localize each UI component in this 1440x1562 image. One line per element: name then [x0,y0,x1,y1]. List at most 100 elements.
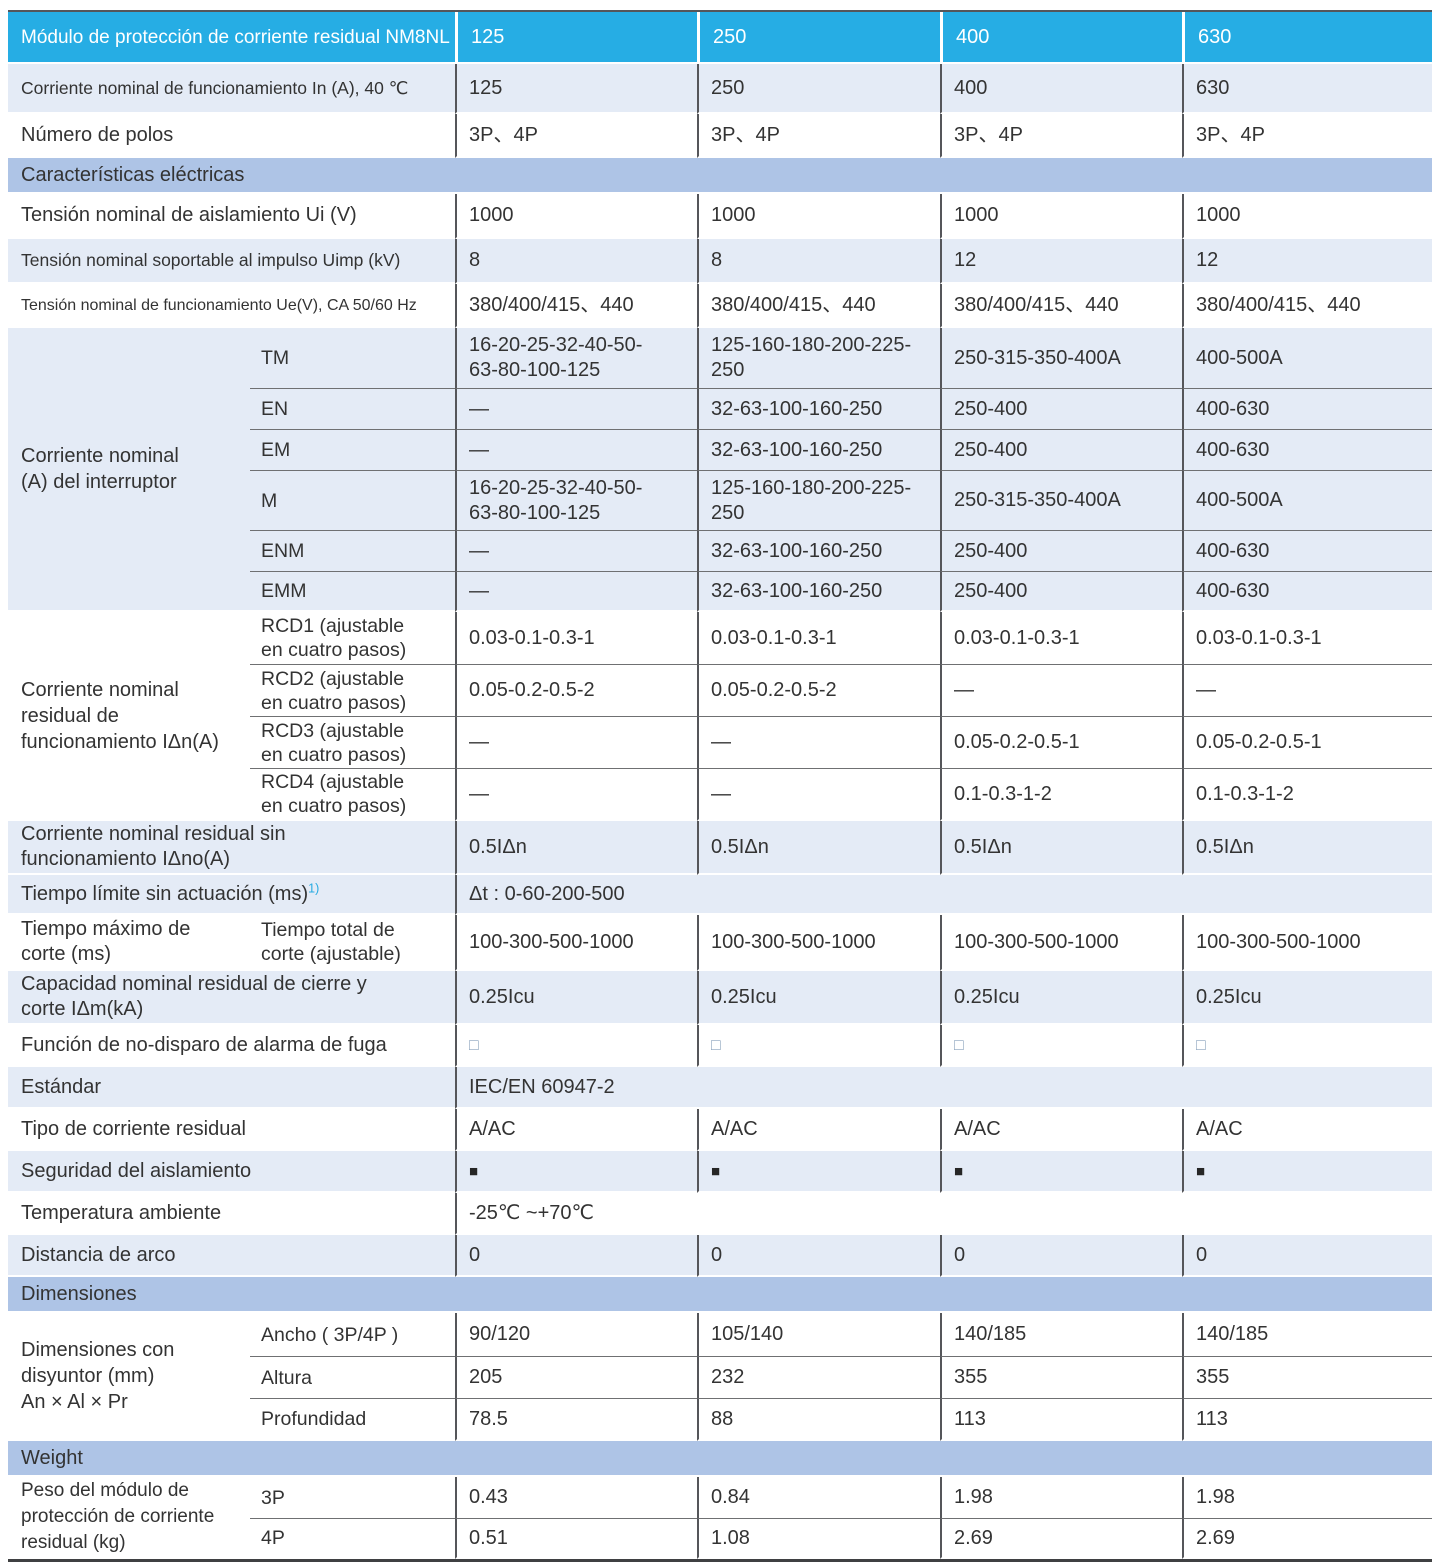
cell-value: 113 [1182,1398,1432,1441]
row-breaker-enm: ENM — 32-63-100-160-250 250-400 400-630 [8,530,1432,571]
cell-value: 0.25Icu [455,971,697,1025]
row-ue: Tensión nominal de funcionamiento Ue(V),… [8,284,1432,328]
row-rcd4: RCD4 (ajustable en cuatro pasos) — — 0.1… [8,768,1432,821]
cell-value: 3P、4P [940,114,1182,158]
cell-value: 100-300-500-1000 [697,915,940,971]
group-label-weight: Peso del módulo de protección de corrien… [8,1477,250,1559]
cell-value: 400 [940,64,1182,114]
cell-value: 0.03-0.1-0.3-1 [940,612,1182,664]
cell-value: 32-63-100-160-250 [697,388,940,429]
cell-value: 1000 [455,194,697,239]
cell-value: 16-20-25-32-40-50- 63-80-100-125 [455,470,697,530]
cell-value: 32-63-100-160-250 [697,571,940,612]
cell-value: 0.25Icu [697,971,940,1025]
cell-value: 380/400/415、440 [697,284,940,328]
cell-value: 90/120 [455,1313,697,1356]
subrow-label: 3P [250,1477,455,1518]
checkbox-empty-glyph: □ [455,1025,697,1067]
row-breaker-m: M 16-20-25-32-40-50- 63-80-100-125 125-1… [8,470,1432,530]
checkbox-empty-glyph: □ [1182,1025,1432,1067]
row-ui: Tensión nominal de aislamiento Ui (V) 10… [8,194,1432,239]
footnote-marker: 1) [308,880,320,895]
cell-value: 125-160-180-200-225- 250 [697,328,940,388]
checkbox-empty-glyph: □ [697,1025,940,1067]
row-weight-3p: Peso del módulo de protección de corrien… [8,1477,1432,1559]
cell-value: 250-400 [940,388,1182,429]
row-label: Distancia de arco [8,1235,455,1277]
row-label: Número de polos [8,114,455,158]
section-title: Características eléctricas [8,158,1432,194]
cell-value: 0.05-0.2-0.5-1 [1182,716,1432,768]
cell-value: 0.05-0.2-0.5-2 [697,664,940,716]
cell-value: 380/400/415、440 [455,284,697,328]
column-header-630: 630 [1182,12,1432,64]
cell-value: 125-160-180-200-225- 250 [697,470,940,530]
cell-value: A/AC [455,1109,697,1151]
subrow-label: EN [250,388,455,429]
row-ambient: Temperatura ambiente -25℃ ~+70℃ [8,1193,1432,1235]
cell-value: 232 [697,1356,940,1398]
row-rcd2: RCD2 (ajustable en cuatro pasos) 0.05-0.… [8,664,1432,716]
row-dim-height: Altura 205 232 355 355 [8,1356,1432,1398]
row-rcd3: RCD3 (ajustable en cuatro pasos) — — 0.0… [8,716,1432,768]
cell-value: 0.5IΔn [940,821,1182,875]
subrow-label: Altura [250,1356,455,1398]
row-idno: Corriente nominal residual sin funcionam… [8,821,1432,875]
cell-value: 0.5IΔn [455,821,697,875]
datasheet-table-container: Módulo de protección de corriente residu… [8,10,1432,1562]
column-header-400: 400 [940,12,1182,64]
row-label: Tiempo máximo de corte (ms) [8,915,250,971]
subrow-label: Tiempo total de corte (ajustable) [250,915,455,971]
cell-value: 0.51 [455,1518,697,1559]
cell-value: 1.98 [1182,1477,1432,1518]
row-breaker-em: EM — 32-63-100-160-250 250-400 400-630 [8,429,1432,470]
row-label: Temperatura ambiente [8,1193,455,1235]
filled-square-glyph: ■ [697,1151,940,1193]
subrow-label: Profundidad [250,1398,455,1441]
cell-value: 205 [455,1356,697,1398]
table-title: Módulo de protección de corriente residu… [8,12,455,64]
section-header-electrical: Características eléctricas [8,158,1432,194]
cell-value: 32-63-100-160-250 [697,429,940,470]
row-label: Tensión nominal de funcionamiento Ue(V),… [8,284,455,328]
filled-square-glyph: ■ [940,1151,1182,1193]
section-header-weight: Weight [8,1441,1432,1477]
filled-square-glyph: ■ [455,1151,697,1193]
row-breaker-tm: Corriente nominal (A) del interruptor TM… [8,328,1432,612]
row-label: Función de no-disparo de alarma de fuga [8,1025,455,1067]
cell-value: 0.03-0.1-0.3-1 [697,612,940,664]
cell-value: 400-500A [1182,328,1432,388]
row-standard: Estándar IEC/EN 60947-2 [8,1067,1432,1109]
filled-square-glyph: ■ [1182,1151,1432,1193]
cell-value: 100-300-500-1000 [1182,915,1432,971]
row-no-trip-alarm: Función de no-disparo de alarma de fuga … [8,1025,1432,1067]
row-label: Corriente nominal residual sin funcionam… [8,821,455,875]
cell-value: — [455,716,697,768]
cell-value: — [455,388,697,429]
cell-value: 400-630 [1182,530,1432,571]
cell-value: 0.43 [455,1477,697,1518]
cell-value: 140/185 [940,1313,1182,1356]
subrow-label: 4P [250,1518,455,1559]
cell-value: 78.5 [455,1398,697,1441]
cell-value: 0.05-0.2-0.5-1 [940,716,1182,768]
cell-value: — [455,530,697,571]
cell-value: 380/400/415、440 [940,284,1182,328]
cell-value: 2.69 [940,1518,1182,1559]
cell-value: 380/400/415、440 [1182,284,1432,328]
group-label-breaker-current: Corriente nominal (A) del interruptor [8,328,250,612]
row-breaking-time: Tiempo máximo de corte (ms) Tiempo total… [8,915,1432,971]
cell-value: 3P、4P [1182,114,1432,158]
cell-value: — [697,768,940,821]
cell-value: 0.84 [697,1477,940,1518]
column-header-250: 250 [697,12,940,64]
cell-value: 88 [697,1398,940,1441]
cell-value: — [1182,664,1432,716]
row-label: Seguridad del aislamiento [8,1151,455,1193]
cell-value: 32-63-100-160-250 [697,530,940,571]
cell-value: 0 [697,1235,940,1277]
cell-value: 0.1-0.3-1-2 [940,768,1182,821]
cell-value: 400-630 [1182,429,1432,470]
cell-value: 630 [1182,64,1432,114]
cell-value: 3P、4P [455,114,697,158]
